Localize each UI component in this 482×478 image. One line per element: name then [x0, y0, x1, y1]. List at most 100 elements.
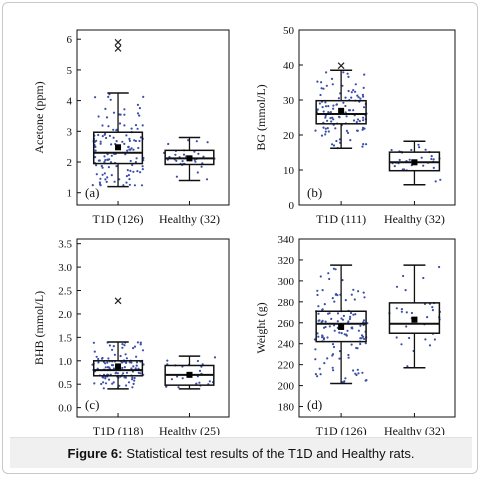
box-2	[164, 355, 217, 390]
data-point	[331, 353, 335, 356]
data-point	[113, 180, 116, 183]
data-point	[129, 169, 132, 172]
data-point	[357, 329, 360, 332]
data-point	[105, 116, 109, 119]
data-point	[139, 136, 142, 139]
data-point	[331, 116, 334, 119]
data-point	[115, 129, 118, 132]
data-point	[106, 158, 109, 161]
data-point	[349, 315, 352, 318]
outlier-marker	[114, 38, 122, 46]
data-point	[330, 77, 334, 80]
iqr-box	[315, 310, 367, 343]
box-plot-figure: 1 2 3 4 5 6 Acetone (ppm) (a) T1D (126) Healthy (…	[32, 25, 456, 435]
plot-frame	[298, 238, 456, 418]
chart-panel-3: 0.0 0.5 1.0 1.5 2.0 2.5 3.0 3.5 BHB (mmol/L) (c) T…	[32, 238, 230, 435]
data-point	[116, 372, 119, 375]
data-point	[131, 163, 134, 167]
data-point	[337, 115, 341, 118]
data-point	[431, 309, 434, 312]
y-tick-label: 2.5	[58, 286, 72, 298]
data-point	[109, 98, 112, 101]
data-point	[182, 153, 186, 156]
y-tick-label: 300	[278, 276, 295, 288]
data-point	[109, 161, 113, 164]
data-point	[330, 120, 333, 123]
data-point	[181, 160, 184, 163]
mean-marker	[186, 371, 193, 378]
y-tick-label: 10	[283, 165, 295, 177]
data-point	[405, 325, 408, 328]
data-point	[348, 317, 351, 321]
caption-text: Statistical test results of the T1D and …	[126, 445, 415, 461]
data-point	[104, 132, 107, 135]
box-2	[388, 140, 442, 186]
data-point	[358, 120, 361, 123]
data-point	[347, 356, 350, 359]
data-point	[106, 361, 109, 364]
data-point	[101, 124, 104, 127]
data-point	[103, 172, 106, 175]
data-point	[404, 289, 407, 292]
data-point	[428, 344, 432, 347]
data-point	[345, 129, 348, 132]
data-point	[410, 148, 413, 152]
y-tick-label: 220	[278, 360, 295, 372]
data-point	[141, 165, 144, 168]
data-point	[364, 379, 367, 382]
data-point	[398, 158, 401, 162]
data-point	[341, 279, 344, 282]
data-point	[123, 344, 126, 347]
data-point	[332, 118, 335, 121]
data-point	[319, 373, 322, 376]
data-point	[344, 299, 347, 302]
data-point	[317, 335, 320, 338]
data-point	[434, 180, 437, 183]
y-tick-label: 50	[283, 25, 295, 37]
data-point	[111, 364, 115, 367]
data-point	[137, 371, 140, 374]
data-point	[195, 140, 198, 143]
y-tick-label: 1.5	[58, 332, 72, 344]
data-point	[323, 303, 326, 306]
data-point	[110, 143, 113, 146]
data-point	[347, 89, 350, 93]
data-point	[424, 338, 427, 341]
data-point	[320, 134, 324, 137]
data-point	[126, 169, 129, 172]
data-point	[91, 184, 94, 187]
data-point	[321, 308, 324, 311]
box-2	[388, 264, 441, 369]
data-point	[136, 103, 139, 106]
data-point	[176, 375, 179, 378]
data-point	[202, 155, 205, 158]
data-point	[132, 382, 135, 385]
data-point	[141, 168, 144, 171]
data-point	[97, 159, 100, 162]
figure-frame: 1 2 3 4 5 6 Acetone (ppm) (a) T1D (126) Healthy (…	[2, 2, 478, 474]
data-point	[360, 334, 364, 337]
data-point	[331, 83, 334, 86]
data-point	[103, 160, 106, 164]
data-point	[332, 369, 335, 372]
data-point	[402, 274, 405, 278]
data-point	[322, 126, 325, 129]
data-point	[121, 366, 124, 370]
iqr-box	[92, 131, 144, 165]
data-point	[417, 143, 420, 146]
data-point	[197, 152, 200, 155]
data-point	[347, 353, 350, 357]
data-point	[351, 326, 354, 329]
data-point	[139, 341, 142, 344]
data-point	[136, 127, 139, 130]
data-point	[331, 143, 334, 146]
data-point	[130, 367, 133, 370]
data-point	[198, 381, 201, 384]
data-point	[356, 94, 359, 97]
data-point	[95, 173, 98, 176]
data-point	[115, 140, 118, 143]
data-point	[125, 361, 128, 364]
data-point	[317, 305, 320, 308]
data-point	[344, 377, 347, 380]
data-point	[390, 148, 393, 152]
